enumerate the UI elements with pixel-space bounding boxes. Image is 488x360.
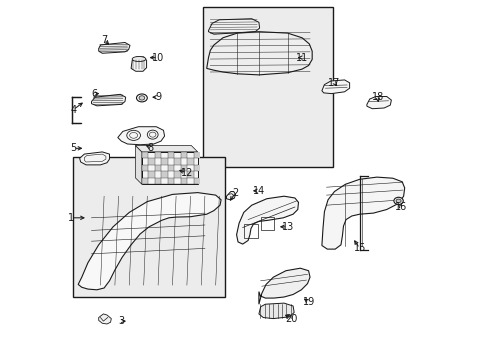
- Text: 10: 10: [152, 53, 164, 63]
- Polygon shape: [321, 177, 404, 249]
- Bar: [167, 152, 174, 158]
- Bar: [187, 158, 193, 165]
- Bar: [181, 165, 187, 171]
- Bar: [244, 224, 258, 238]
- Bar: [181, 152, 187, 158]
- Polygon shape: [80, 152, 109, 165]
- Text: 5: 5: [70, 143, 76, 153]
- Bar: [174, 171, 181, 178]
- Polygon shape: [321, 80, 349, 94]
- Text: 2: 2: [232, 188, 238, 198]
- Polygon shape: [135, 145, 142, 184]
- Text: 9: 9: [155, 92, 161, 102]
- Bar: [193, 165, 200, 171]
- Polygon shape: [78, 193, 221, 290]
- Polygon shape: [258, 268, 309, 304]
- Polygon shape: [258, 303, 294, 319]
- Polygon shape: [366, 96, 390, 109]
- Text: 4: 4: [70, 105, 76, 115]
- Bar: [161, 171, 167, 178]
- Text: 14: 14: [252, 186, 264, 196]
- Text: 7: 7: [101, 35, 107, 45]
- Bar: [155, 152, 161, 158]
- Text: 17: 17: [327, 78, 340, 88]
- Bar: [148, 158, 155, 165]
- Text: 8: 8: [147, 143, 154, 153]
- Bar: [167, 178, 174, 184]
- Text: 19: 19: [303, 297, 315, 307]
- Bar: [167, 165, 174, 171]
- Bar: [142, 165, 148, 171]
- Bar: [203, 7, 332, 167]
- Polygon shape: [99, 42, 130, 53]
- Bar: [155, 165, 161, 171]
- Polygon shape: [131, 57, 146, 71]
- Bar: [193, 178, 200, 184]
- Ellipse shape: [136, 94, 147, 102]
- Polygon shape: [206, 32, 311, 75]
- Text: 15: 15: [353, 243, 365, 253]
- Polygon shape: [91, 94, 125, 106]
- Text: 20: 20: [285, 314, 297, 324]
- Bar: [187, 171, 193, 178]
- Bar: [142, 152, 148, 158]
- Ellipse shape: [395, 199, 400, 203]
- Polygon shape: [226, 192, 235, 200]
- Text: 12: 12: [181, 168, 193, 178]
- Bar: [155, 178, 161, 184]
- Bar: [174, 158, 181, 165]
- Polygon shape: [118, 127, 164, 145]
- Bar: [142, 152, 197, 184]
- Bar: [181, 178, 187, 184]
- Bar: [193, 152, 200, 158]
- Polygon shape: [208, 19, 259, 34]
- Bar: [161, 158, 167, 165]
- Bar: [260, 217, 274, 230]
- Text: 13: 13: [281, 222, 293, 232]
- Bar: [73, 157, 224, 297]
- Text: 1: 1: [68, 213, 74, 223]
- Polygon shape: [99, 314, 111, 324]
- Ellipse shape: [393, 197, 403, 204]
- Text: 16: 16: [394, 202, 407, 212]
- Bar: [142, 178, 148, 184]
- Text: 11: 11: [295, 53, 307, 63]
- Text: 6: 6: [91, 89, 97, 99]
- Polygon shape: [236, 196, 298, 244]
- Bar: [148, 171, 155, 178]
- Text: 3: 3: [118, 316, 124, 326]
- Polygon shape: [135, 145, 197, 152]
- Ellipse shape: [139, 96, 144, 100]
- Ellipse shape: [132, 57, 145, 62]
- Text: 18: 18: [371, 92, 383, 102]
